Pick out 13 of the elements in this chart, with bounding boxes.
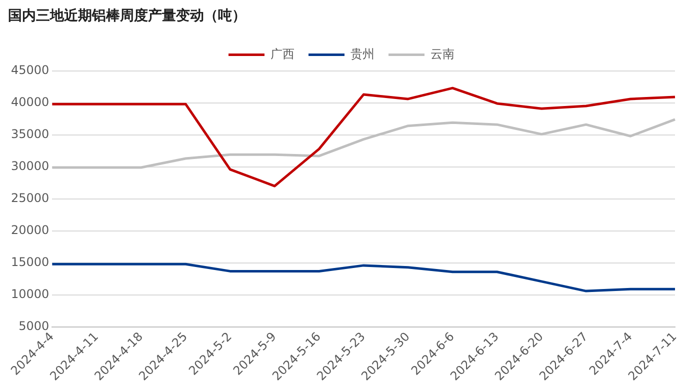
y-tick-label: 40000 [10, 94, 50, 109]
legend-label: 云南 [430, 46, 454, 61]
y-tick-label: 25000 [10, 190, 50, 205]
y-tick-label: 35000 [10, 126, 50, 141]
y-tick-label: 20000 [10, 222, 50, 237]
y-tick-label: 5000 [18, 319, 50, 334]
y-tick-label: 15000 [10, 255, 50, 270]
chart-title: 国内三地近期铝棒周度产量变动（吨） [8, 7, 246, 24]
y-tick-label: 45000 [10, 62, 50, 77]
legend-label: 广西 [270, 46, 294, 61]
y-tick-label: 10000 [10, 287, 50, 302]
legend-label: 贵州 [350, 46, 374, 61]
y-tick-label: 30000 [10, 158, 50, 173]
